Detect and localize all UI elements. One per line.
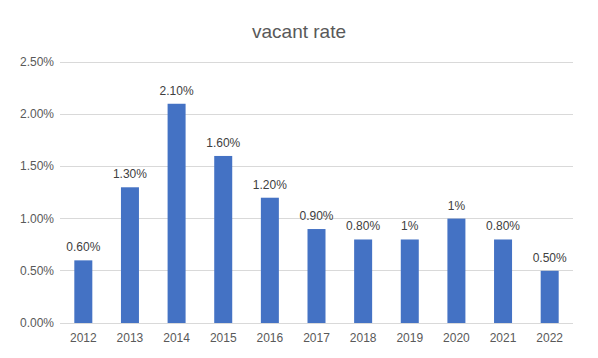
page: {"chart_data": {"type": "bar", "title": … (0, 0, 598, 358)
y-axis: 0.00% 0.50% 1.00% 1.50% 2.00% 2.50% (20, 55, 573, 330)
bar (447, 219, 465, 323)
x-tick-label: 2018 (350, 331, 377, 345)
grid-line (60, 62, 573, 63)
chart-svg: vacant rate 0.00% 0.50% 1.00% 1.50% 2.00% 2.50… (0, 0, 598, 358)
x-tick-label: 2013 (117, 331, 144, 345)
bar (261, 198, 279, 323)
data-label: 0.50% (533, 251, 567, 265)
y-tick-label: 0.00% (20, 316, 54, 330)
grid-line (60, 114, 573, 115)
bars (74, 104, 558, 323)
data-label: 2.10% (160, 84, 194, 98)
bar (308, 229, 326, 323)
x-tick-label: 2012 (70, 331, 97, 345)
y-tick-label: 0.50% (20, 264, 54, 278)
data-labels: 0.60% 1.30% 2.10% 1.60% 1.20% 0.90% 0.80% 1% 1% 0… (66, 84, 567, 265)
bar (74, 260, 92, 323)
y-tick-label: 1.50% (20, 159, 54, 173)
x-tick-label: 2021 (490, 331, 517, 345)
data-label: 1.60% (206, 136, 240, 150)
bar (168, 104, 186, 323)
chart-container: vacant rate 0.00% 0.50% 1.00% 1.50% 2.00% 2.50… (0, 0, 598, 358)
x-tick-label: 2014 (163, 331, 190, 345)
bar (401, 239, 419, 323)
data-label: 0.90% (299, 209, 333, 223)
y-tick-label: 2.50% (20, 55, 54, 69)
data-label: 0.60% (66, 240, 100, 254)
bar (354, 239, 372, 323)
bar (494, 239, 512, 323)
x-tick-label: 2020 (443, 331, 470, 345)
bar (541, 271, 559, 323)
bar (214, 156, 232, 323)
x-axis: 2012 2013 2014 2015 2016 2017 2018 2019 2020 2021… (70, 331, 563, 345)
x-tick-label: 2022 (536, 331, 563, 345)
y-tick-label: 1.00% (20, 212, 54, 226)
data-label: 1.20% (253, 178, 287, 192)
x-tick-label: 2016 (257, 331, 284, 345)
data-label: 1% (401, 219, 419, 233)
x-tick-label: 2019 (396, 331, 423, 345)
data-label: 1% (448, 199, 466, 213)
x-tick-label: 2017 (303, 331, 330, 345)
chart-title: vacant rate (252, 21, 346, 42)
y-tick-label: 2.00% (20, 107, 54, 121)
bar (121, 187, 139, 323)
data-label: 0.80% (486, 219, 520, 233)
x-tick-label: 2015 (210, 331, 237, 345)
data-label: 1.30% (113, 167, 147, 181)
data-label: 0.80% (346, 219, 380, 233)
